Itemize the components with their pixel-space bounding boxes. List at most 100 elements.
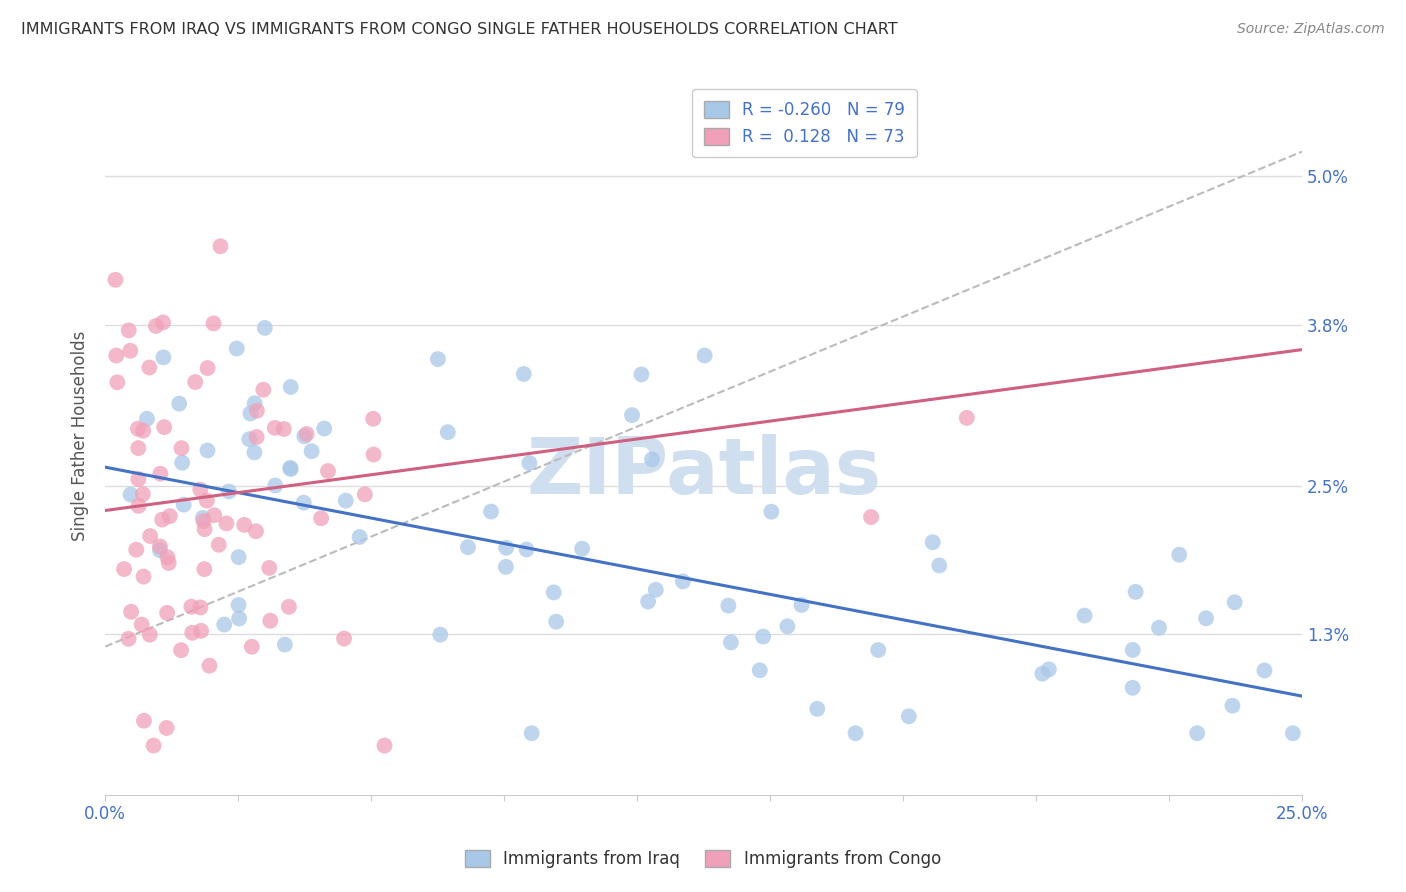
Point [105,376,128,390]
Point [159,509,181,524]
Text: IMMIGRANTS FROM IRAQ VS IMMIGRANTS FROM CONGO SINGLE FATHER HOUSEHOLDS CORRELATI: IMMIGRANTS FROM IRAQ VS IMMIGRANTS FROM … [21,22,897,37]
Point [546,615,568,629]
Point [1122,643,1144,657]
Point [152,315,174,329]
Point [215,516,238,531]
Point [335,493,357,508]
Point [252,383,274,397]
Point [238,432,260,446]
Point [202,508,225,523]
Point [120,487,142,501]
Point [790,598,813,612]
Point [197,361,219,376]
Point [190,600,212,615]
Point [243,396,266,410]
Point [495,541,517,555]
Point [844,726,866,740]
Point [125,542,148,557]
Point [897,709,920,723]
Point [426,352,449,367]
Point [167,397,190,411]
Point [128,499,150,513]
Point [142,739,165,753]
Point [868,643,890,657]
Point [132,569,155,583]
Point [956,410,979,425]
Point [520,726,543,740]
Point [543,585,565,599]
Point [457,540,479,554]
Point [1223,595,1246,609]
Legend: Immigrants from Iraq, Immigrants from Congo: Immigrants from Iraq, Immigrants from Co… [458,843,948,875]
Point [138,360,160,375]
Point [112,562,135,576]
Point [253,321,276,335]
Point [1185,726,1208,740]
Point [208,538,231,552]
Point [188,483,211,497]
Point [1168,548,1191,562]
Point [181,625,204,640]
Point [170,441,193,455]
Point [280,380,302,394]
Point [278,599,301,614]
Point [1282,726,1305,740]
Point [776,619,799,633]
Point [495,560,517,574]
Point [131,617,153,632]
Point [641,452,664,467]
Point [513,367,536,381]
Point [571,541,593,556]
Point [1038,662,1060,676]
Point [273,422,295,436]
Point [150,513,173,527]
Point [479,504,502,518]
Point [157,556,180,570]
Point [156,606,179,620]
Legend: R = -0.260   N = 79, R =  0.128   N = 73: R = -0.260 N = 79, R = 0.128 N = 73 [692,89,917,157]
Point [180,599,202,614]
Point [197,443,219,458]
Point [132,487,155,501]
Point [218,484,240,499]
Point [202,317,225,331]
Point [436,425,458,439]
Point [228,598,250,612]
Point [748,663,770,677]
Point [693,349,716,363]
Point [316,464,339,478]
Point [292,429,315,443]
Point [127,422,149,436]
Point [195,493,218,508]
Point [149,540,172,554]
Point [353,487,375,501]
Point [155,721,177,735]
Point [761,505,783,519]
Point [149,543,172,558]
Point [429,627,451,641]
Point [209,239,232,253]
Point [295,427,318,442]
Point [193,514,215,528]
Point [672,574,695,589]
Point [153,420,176,434]
Point [136,412,159,426]
Point [1195,611,1218,625]
Point [127,441,149,455]
Y-axis label: Single Father Households: Single Father Households [72,331,89,541]
Point [314,421,336,435]
Point [644,582,666,597]
Point [132,714,155,728]
Point [190,624,212,638]
Point [228,550,250,565]
Point [373,739,395,753]
Text: ZIPatlas: ZIPatlas [526,434,882,510]
Point [720,635,742,649]
Point [198,658,221,673]
Point [173,498,195,512]
Point [184,375,207,389]
Point [637,594,659,608]
Point [274,638,297,652]
Point [292,495,315,509]
Point [246,430,269,444]
